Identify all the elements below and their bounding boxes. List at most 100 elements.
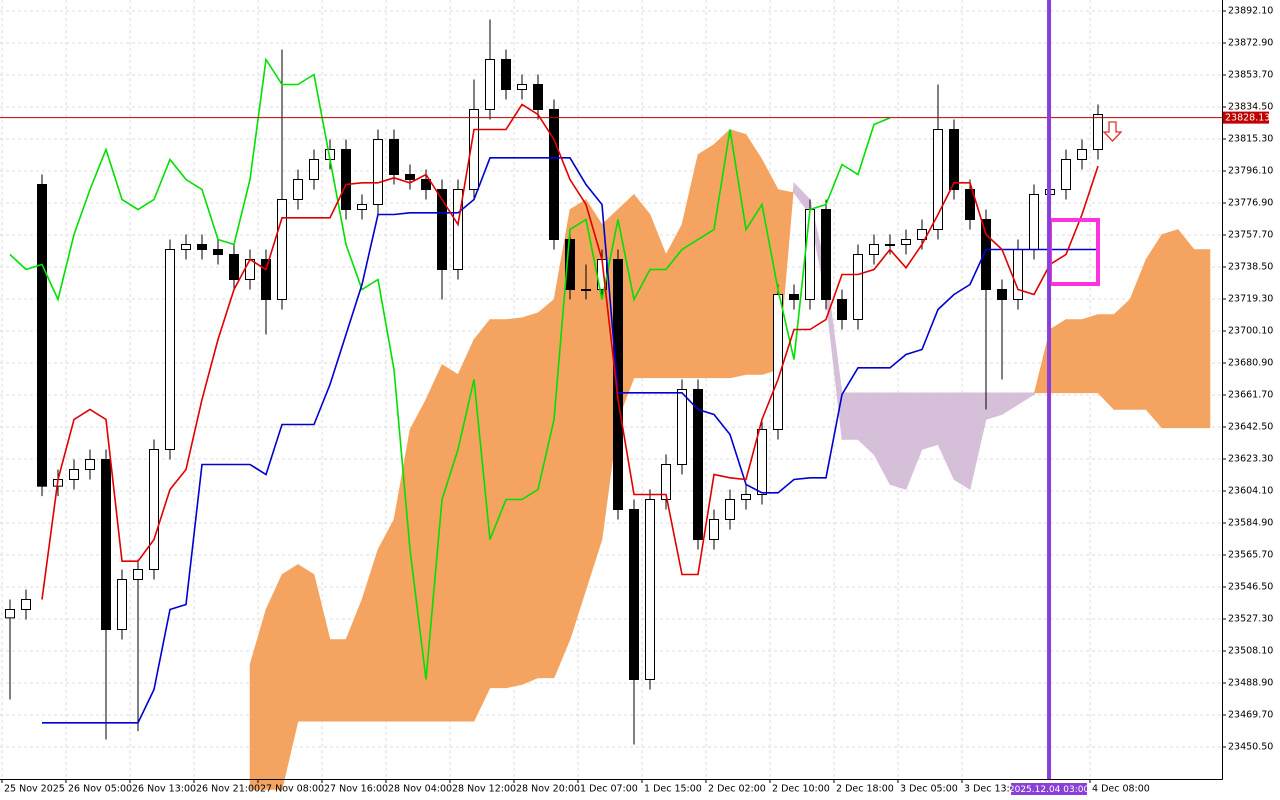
x-tick-label: 25 Nov 2025 <box>4 784 65 795</box>
indicator-line <box>42 157 1098 724</box>
y-tick-label: 23834.50 <box>1228 102 1273 113</box>
candle-body <box>37 184 47 487</box>
y-tick-label: 23584.90 <box>1228 518 1273 529</box>
candle-body <box>117 579 127 630</box>
cloud-segment <box>297 563 315 722</box>
y-tick-label: 23508.10 <box>1228 646 1273 657</box>
candle-body <box>21 599 31 610</box>
y-tick-label: 23738.50 <box>1228 262 1273 273</box>
candle-body <box>677 389 687 465</box>
overlay <box>0 0 1222 779</box>
candle-body <box>277 199 287 300</box>
x-tick-label: 26 Nov 21:00 <box>196 784 260 795</box>
candle-body <box>357 204 367 210</box>
cloud-segment <box>729 129 747 379</box>
candle-body <box>229 254 239 280</box>
y-tick-label: 23469.70 <box>1228 710 1273 721</box>
y-tick-label: 23623.30 <box>1228 454 1273 465</box>
y-tick-label: 23815.30 <box>1228 134 1273 145</box>
cloud-segment <box>921 392 939 450</box>
candle-body <box>501 59 511 90</box>
candle-body <box>901 239 911 245</box>
cloud-segment <box>265 574 283 790</box>
x-tick-label: 1 Dec 07:00 <box>580 784 638 795</box>
candle-body <box>741 494 751 500</box>
candle-body <box>837 299 847 320</box>
candle-body <box>1029 194 1039 250</box>
candle-body <box>853 254 863 320</box>
y-tick-label: 23661.70 <box>1228 390 1273 401</box>
candle-body <box>693 389 703 540</box>
y-tick-label: 23565.70 <box>1228 550 1273 561</box>
cloud-segment <box>745 133 763 375</box>
candle-body <box>933 129 943 230</box>
axes: 23892.10 23872.90 23853.70 23834.50 23815.30… <box>1 6 1273 795</box>
x-tick-label: 27 Nov 16:00 <box>324 784 388 795</box>
y-tick-label: 23796.10 <box>1228 166 1273 177</box>
candle-body <box>133 569 143 580</box>
indicator-lines <box>9 57 1099 724</box>
cursor-label-box <box>1011 783 1088 795</box>
candle-body <box>101 459 111 630</box>
x-tick-label: 28 Nov 04:00 <box>388 784 452 795</box>
candle-body <box>453 189 463 270</box>
y-tick-label: 23776.90 <box>1228 198 1273 209</box>
candle-body <box>1077 149 1087 160</box>
cloud-segment <box>377 519 395 722</box>
candle-body <box>149 449 159 570</box>
y-tick-label: 23872.90 <box>1228 38 1273 49</box>
cloud-segment <box>409 399 427 722</box>
candle-body <box>181 244 191 250</box>
price-label: 23828.13 <box>1225 113 1270 124</box>
candle-body <box>757 429 767 495</box>
candle-body <box>469 109 479 190</box>
candle-body <box>709 519 719 540</box>
x-tick-label: 26 Nov 13:00 <box>132 784 196 795</box>
price-label-box <box>1223 111 1269 124</box>
x-tick-label: 3 Dec 13:00 <box>964 784 1022 795</box>
candle-body <box>789 294 799 300</box>
cloud-segment <box>505 317 523 689</box>
candle-body <box>309 159 319 180</box>
cloud-segment <box>697 143 715 379</box>
candle-body <box>197 244 207 250</box>
cloud-segment <box>985 392 1003 420</box>
candle-body <box>821 209 831 300</box>
candle-body <box>549 109 559 240</box>
x-tick-label: 26 Nov 05:00 <box>68 784 132 795</box>
cloud-segment <box>1081 314 1099 394</box>
candle-body <box>949 129 959 190</box>
y-tick-label: 23450.50 <box>1228 742 1273 753</box>
y-tick-label: 23546.50 <box>1228 582 1273 593</box>
x-tick-label: 4 Dec 08:00 <box>1092 784 1150 795</box>
sell-arrow <box>1102 121 1123 142</box>
candle-body <box>773 294 783 430</box>
candle-body <box>261 259 271 300</box>
cloud-segment <box>1065 319 1083 394</box>
candle-body <box>421 179 431 190</box>
cloud-segment <box>713 128 731 379</box>
candle-body <box>533 84 543 110</box>
indicator-line <box>41 103 1099 600</box>
candle-body <box>661 464 671 500</box>
cursor-label: 2025.12.04 03:00 <box>1009 785 1090 795</box>
candle-body <box>69 469 79 480</box>
candle-body <box>965 189 975 220</box>
y-tick-label: 23757.70 <box>1228 230 1273 241</box>
cloud-segment <box>1049 318 1067 394</box>
y-tick-label: 23527.30 <box>1228 614 1273 625</box>
cloud-segment <box>1177 228 1195 429</box>
y-tick-label: 23700.10 <box>1228 326 1273 337</box>
candle-body <box>1013 249 1023 300</box>
x-tick-label: 2 Dec 10:00 <box>772 784 830 795</box>
indicator-line <box>9 57 891 680</box>
candle-body <box>165 249 175 450</box>
candle-body <box>581 289 591 291</box>
candle-body <box>981 219 991 290</box>
candle-body <box>373 139 383 205</box>
y-tick-label: 23680.90 <box>1228 358 1273 369</box>
cloud-segment <box>841 392 859 440</box>
y-tick-label: 23719.30 <box>1228 294 1273 305</box>
candles <box>5 19 1103 745</box>
